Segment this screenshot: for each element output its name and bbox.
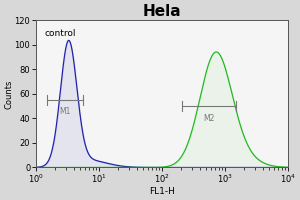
Text: M1: M1: [59, 107, 71, 116]
X-axis label: FL1-H: FL1-H: [149, 187, 175, 196]
Text: control: control: [44, 29, 76, 38]
Title: Hela: Hela: [142, 4, 181, 19]
Y-axis label: Counts: Counts: [4, 79, 13, 109]
Text: M2: M2: [203, 114, 215, 123]
